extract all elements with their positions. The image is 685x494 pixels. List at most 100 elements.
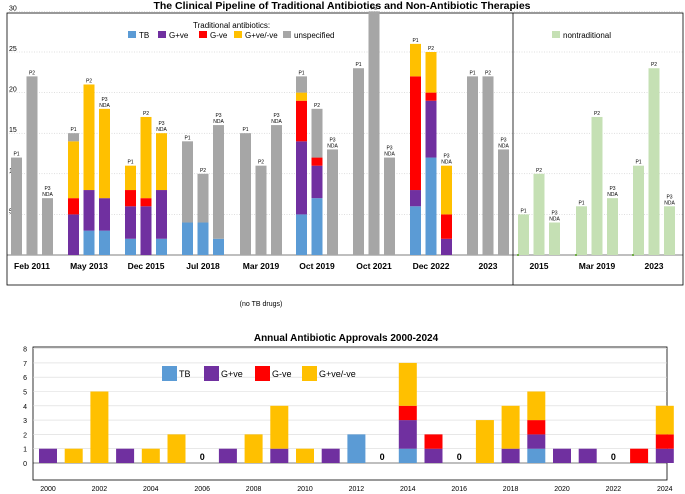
- legend-swatch-unspecified: [283, 31, 291, 38]
- top-phase-label: P3 NDA: [213, 113, 224, 125]
- bottom-x-tick-label: 2012: [349, 486, 365, 493]
- top-category-2023: 2023: [645, 261, 664, 271]
- top-bar-feb-2011-1-unspecified: [11, 157, 22, 255]
- bottom-y-tick-label: 6: [23, 375, 27, 382]
- bottom-x-tick-label: 2006: [194, 486, 210, 493]
- top-bar-dec-2022-2-gneg: [425, 92, 437, 101]
- bottom-bar-2017-gposve-neg: [475, 420, 494, 463]
- bottom-bar-2023-gneg: [630, 448, 649, 463]
- top-bar-2023-2-unspecified: [482, 76, 494, 255]
- legend-label-nontraditional: nontraditional: [563, 31, 611, 40]
- bottom-bar-2018-gposve-neg: [501, 405, 520, 449]
- top-phase-label: P3 NDA: [99, 97, 110, 109]
- top-bar-feb-2011-2-unspecified: [26, 76, 38, 255]
- bottom-y-tick-label: 5: [23, 390, 27, 397]
- top-bar-dec-2015-2-gposve: [140, 206, 152, 255]
- bottom-bar-2021-gposve: [578, 448, 597, 463]
- bottom-zero-label-2022: 0: [611, 452, 616, 462]
- bottom-x-tick-label: 2008: [246, 486, 262, 493]
- top-bar-oct-2019-1-gposve-neg: [296, 92, 307, 101]
- bottom-bar-2014-tb: [398, 448, 417, 463]
- top-y-tick-label: 20: [9, 87, 17, 94]
- bottom-bar-2019-gposve-neg: [527, 391, 546, 421]
- top-category-may-2013: May 2013: [70, 261, 108, 271]
- top-bar-may-2013-3-gposve-neg: [99, 108, 110, 199]
- top-bars: P1 P2 P3 NDA P1 P2 P3 NDA P1 P2 P3 NDA P1 P2 P3 NDA P1 P2…: [11, 5, 675, 256]
- top-bar-mar-2019-1-unspecified: [240, 133, 251, 255]
- top-bar-jul-2018-2-unspecified: [197, 173, 209, 223]
- top-bar-mar-2019-3-unspecified: [271, 125, 282, 255]
- top-bar-oct-2019-2-gneg: [311, 157, 323, 166]
- bottom-x-tick-label: 2014: [400, 486, 416, 493]
- top-phase-label: P2: [594, 111, 600, 117]
- top-bar-2023-3-unspecified: [498, 149, 509, 255]
- bottom-bar-2014-gneg: [398, 405, 417, 421]
- top-phase-label: P1: [298, 70, 304, 76]
- legend-label-unspecified: unspecified: [294, 31, 334, 40]
- top-bar-jul-2018-1-unspecified: [182, 141, 193, 223]
- bottom-x-tick-label: 2004: [143, 486, 159, 493]
- top-bar-dec-2015-1-gposve-neg: [125, 165, 136, 191]
- top-phase-label: P2: [428, 46, 434, 52]
- bottom-chart-title: Annual Antibiotic Approvals 2000-2024: [254, 333, 439, 344]
- bottom-bars: 0 0 0 0: [39, 362, 674, 463]
- bottom-x-tick-label: 2024: [657, 486, 673, 493]
- bottom-bar-2024-gneg: [655, 434, 674, 449]
- top-bar-may-2013-3-gposve: [99, 198, 110, 231]
- bottom-y-tick-label: 3: [23, 418, 27, 425]
- top-category-mar-2019: Mar 2019: [579, 261, 616, 271]
- bottom-x-axis: 2000 2002 2004 2006 2008 2010 2012 2014 2016 2018…: [40, 486, 672, 493]
- top-bar-2023-2-nontraditional: [648, 68, 660, 256]
- top-phase-label: P3 NDA: [498, 137, 509, 149]
- bottom-bar-2012-tb: [347, 434, 366, 463]
- top-phase-label: P3 NDA: [549, 211, 560, 223]
- top-phase-label: P1: [635, 160, 641, 166]
- bottom-y-tick-label: 1: [23, 447, 27, 454]
- top-bar-feb-2011-3-unspecified: [42, 198, 53, 255]
- top-phase-label: P2: [651, 62, 657, 68]
- top-phase-label: P3 NDA: [327, 137, 338, 149]
- top-bar-oct-2019-1-tb: [296, 214, 307, 255]
- top-category-2023: 2023: [479, 261, 498, 271]
- bottom-bar-2001-gposve-neg: [64, 448, 83, 463]
- top-bar-mar-2019-2-unspecified: [255, 165, 267, 255]
- top-bar-dec-2022-3-gposve-neg: [441, 165, 452, 215]
- legend-title: Traditional antibiotics:: [193, 21, 270, 30]
- top-bar-jul-2018-2-tb: [197, 222, 209, 255]
- top-bar-2023-1-nontraditional: [633, 165, 644, 255]
- top-phase-label: P2: [371, 5, 377, 11]
- top-bar-may-2013-1-gneg: [68, 198, 79, 215]
- top-bar-dec-2022-3-gneg: [441, 214, 452, 239]
- top-bar-oct-2019-1-gneg: [296, 100, 307, 142]
- top-phase-label: P1: [70, 127, 76, 133]
- top-phase-label: P2: [314, 103, 320, 109]
- bottom-zero-label-2013: 0: [380, 452, 385, 462]
- top-phase-label: P3 NDA: [156, 121, 167, 133]
- legend-swatch-tb: [128, 31, 136, 38]
- bottom-bar-2007-gposve: [218, 448, 237, 463]
- top-phase-label: P2: [536, 168, 542, 174]
- bottom-bar-2009-gposve-neg: [270, 405, 289, 449]
- top-phase-label: P1: [520, 208, 526, 214]
- top-y-tick-label: 25: [9, 46, 17, 53]
- no-tb-note: (no TB drugs): [240, 301, 283, 308]
- top-legend: Traditional antibiotics: TB G+ve G-ve G+…: [128, 21, 611, 40]
- bottom-x-tick-label: 2020: [554, 486, 570, 493]
- bottom-bar-2018-gposve: [501, 448, 520, 463]
- top-phase-label: P3 NDA: [271, 113, 282, 125]
- legend-label-gneg: G-ve: [210, 31, 228, 40]
- top-phase-label: P1: [13, 152, 19, 158]
- top-bar-may-2013-2-gposve-neg: [83, 84, 95, 191]
- bottom-bar-2015-gposve: [424, 448, 443, 463]
- bottom-zero-label-2006: 0: [200, 452, 205, 462]
- top-phase-label: P3 NDA: [42, 186, 53, 198]
- top-bar-may-2013-3-tb: [99, 230, 110, 255]
- bottom-y-tick-label: 4: [23, 404, 27, 411]
- top-phase-label: P2: [86, 78, 92, 84]
- top-nontraditional-marker: [517, 254, 519, 256]
- bottom-x-tick-label: 2002: [92, 486, 108, 493]
- bottom-bar-2024-gposve-neg: [655, 405, 674, 435]
- top-bar-2015-2-nontraditional: [533, 173, 545, 255]
- legend-swatch-nontraditional: [552, 31, 560, 38]
